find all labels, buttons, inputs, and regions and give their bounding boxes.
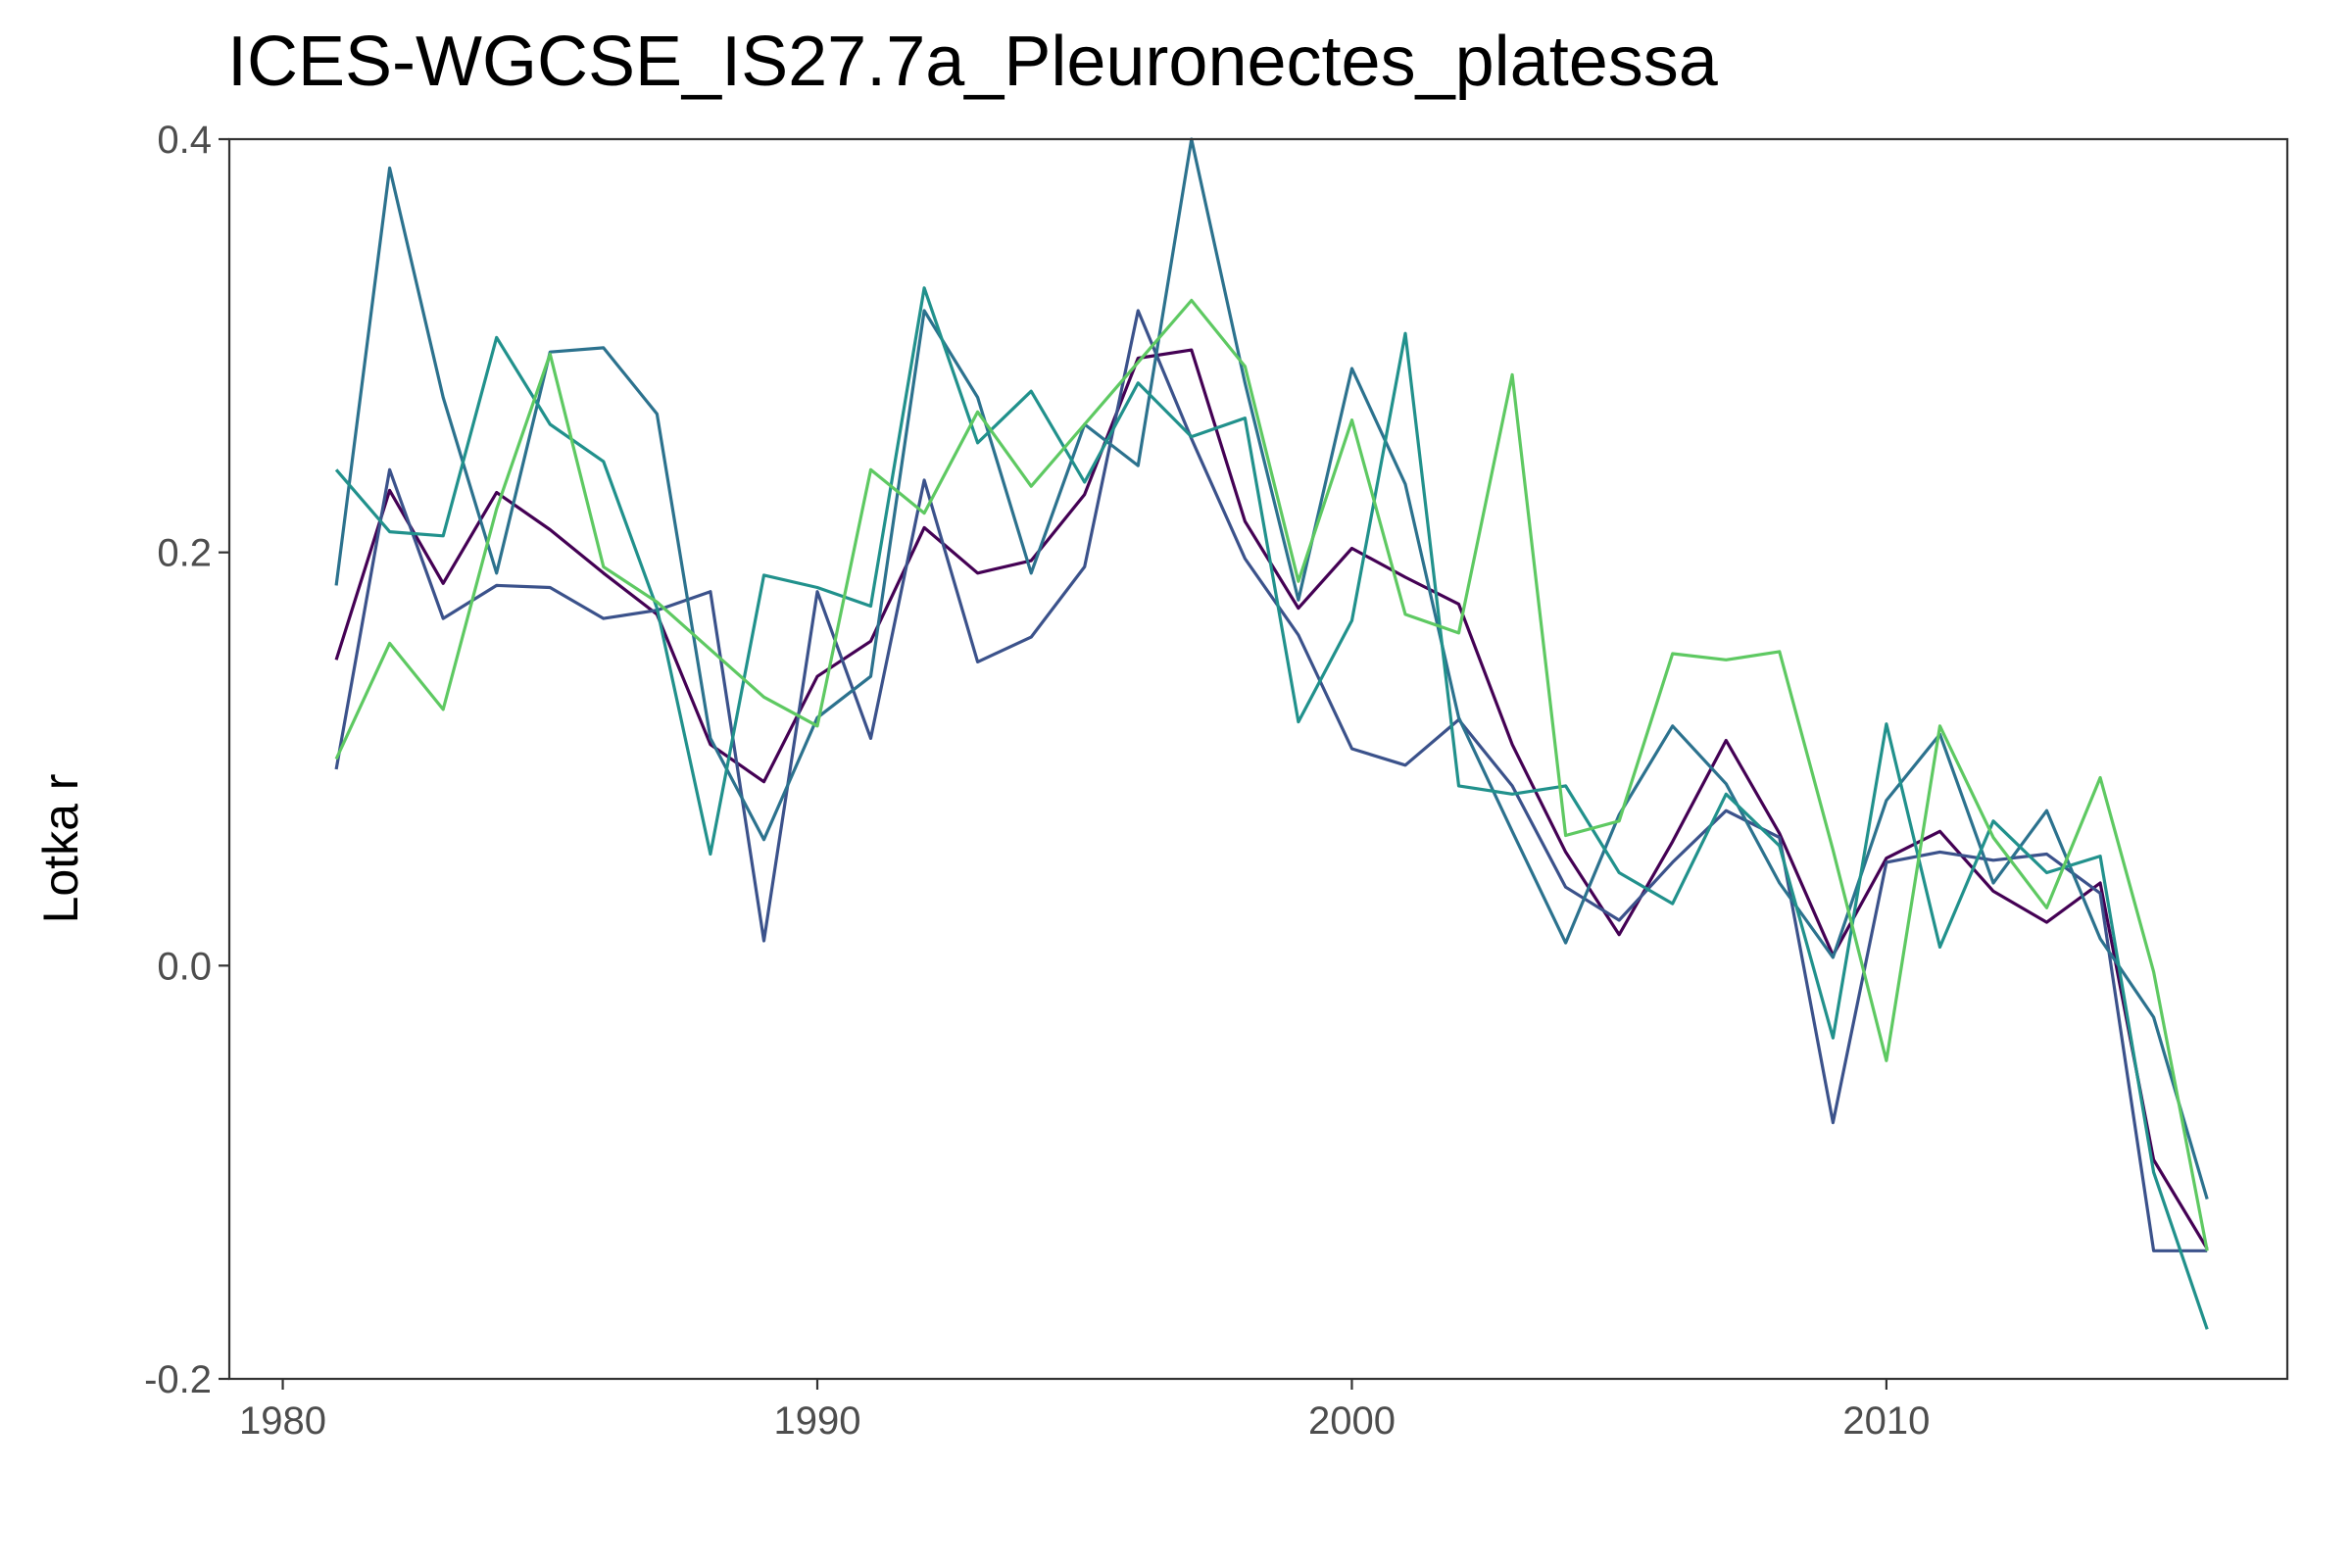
series-lines bbox=[334, 137, 2209, 1330]
series-line-3 bbox=[334, 137, 2209, 1200]
x-tick-label: 1990 bbox=[774, 1399, 861, 1443]
x-axis: 1980 1990 2000 2010 bbox=[239, 1379, 1930, 1443]
series-line-4 bbox=[334, 286, 2209, 1330]
x-tick-label: 2000 bbox=[1308, 1399, 1396, 1443]
y-tick-label: 0.2 bbox=[157, 532, 212, 575]
series-line-1 bbox=[334, 348, 2209, 1250]
y-axis: 0.4 0.2 0.0 -0.2 bbox=[144, 119, 229, 1401]
series-line-5 bbox=[334, 298, 2209, 1251]
x-tick-label: 2010 bbox=[1842, 1399, 1930, 1443]
y-tick-label: -0.2 bbox=[144, 1358, 212, 1401]
series-line-2 bbox=[334, 309, 2208, 1252]
plot-panel-border bbox=[227, 137, 2289, 1381]
y-tick-label: 0.4 bbox=[157, 119, 212, 162]
x-tick-label: 1980 bbox=[239, 1399, 326, 1443]
chart-title: ICES-WGCSE_IS27.7a_Pleuronectes_platessa bbox=[227, 23, 1718, 101]
y-tick-label: 0.0 bbox=[157, 945, 212, 988]
